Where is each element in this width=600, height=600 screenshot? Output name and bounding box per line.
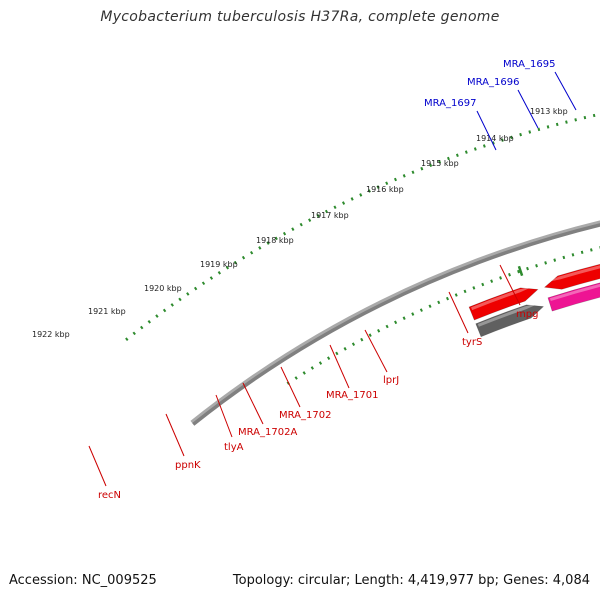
kbp-tick-label: 1915 kbp [421,159,459,168]
feature-left-red-highlight [471,285,535,311]
feature-left-grey-highlight [477,302,541,327]
leader-line-mra-1695 [554,71,577,111]
leader-line-recn [88,445,107,487]
gene-label-tyrs: tyrS [462,337,482,348]
map-title: Mycobacterium tuberculosis H37Ra, comple… [100,9,500,25]
gene-label-mra-1702a: MRA_1702A [238,427,297,438]
kbp-tick-label: 1921 kbp [88,307,126,316]
backbone-line [192,223,600,426]
leader-line-mra-1702a [242,382,264,425]
genome-backbone [190,220,600,426]
kbp-ticks: 1913 kbp 1914 kbp 1915 kbp 1916 kbp 1917 kbp… [32,107,568,339]
gene-label-mra-1702: MRA_1702 [279,410,331,421]
gene-label-mra-1696: MRA_1696 [467,77,519,88]
tick-dot-tracks [125,112,600,385]
kbp-tick-label: 1918 kbp [256,236,294,245]
kbp-tick-label: 1913 kbp [530,107,568,116]
feature-left-red [468,287,539,321]
inner-tick-mark [517,265,524,277]
outer-dot-track [125,112,600,342]
leader-line-tyrs [448,291,469,334]
gene-label-mra-1695: MRA_1695 [503,59,555,70]
gene-label-mra-1701: MRA_1701 [326,390,378,401]
leader-line-ppnk [165,413,185,457]
feature-left-grey [475,304,545,338]
kbp-tick-label: 1914 kbp [476,134,514,143]
topology-text: Topology: circular; Length: 4,419,977 bp… [232,573,590,588]
gene-label-recn: recN [98,490,121,501]
accession-value: NC_009525 [81,573,157,588]
leader-line-lprj [364,329,388,373]
leader-line-mra-1702 [280,366,301,408]
accession-label: Accession: [9,573,78,588]
gene-label-mpg: mpg [516,309,538,320]
kbp-tick-label: 1917 kbp [311,211,349,220]
leader-line-mra-1701 [329,344,350,389]
kbp-tick-label: 1920 kbp [144,284,182,293]
feature-recN-highlight [544,265,600,283]
gene-label-ppnk: ppnK [175,460,201,471]
leader-line-tlya [215,394,233,438]
gene-label-mra-1697: MRA_1697 [424,98,476,109]
leader-line-mra-1697 [476,110,497,151]
leader-line-mra-1696 [517,89,539,129]
gene-label-tlya: tlyA [224,442,244,453]
kbp-tick-label: 1916 kbp [366,185,404,194]
kbp-tick-label: 1919 kbp [200,260,238,269]
leader-line-mpg [499,264,521,306]
kbp-tick-label: 1922 kbp [32,330,70,339]
feature-recN-b [547,282,600,312]
feature-tracks [468,263,600,338]
feature-recN [543,263,600,290]
accession-text: Accession: NC_009525 [9,573,157,588]
feature-recN-b-highlight [549,283,600,302]
backbone-shadow [190,220,600,425]
gene-label-lprj: lprJ [383,375,399,386]
